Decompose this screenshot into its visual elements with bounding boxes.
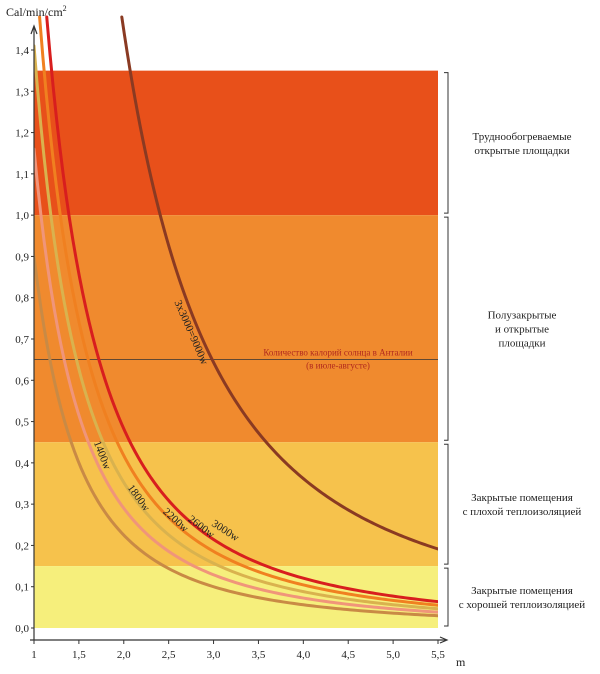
y-tick-label-3: 0,3 — [15, 499, 29, 511]
y-axis-arrow — [30, 24, 38, 35]
zone-band-0 — [34, 70, 438, 216]
curve-1800w — [34, 147, 438, 614]
zone-label-0-0: Труднообогреваемые — [473, 131, 572, 143]
x-tick-label-8: 5,0 — [386, 649, 400, 661]
zone-label-2-1: с плохой теплоизоляцией — [463, 506, 582, 518]
y-tick-label-7: 0,7 — [15, 334, 29, 346]
y-tick-label-9: 0,9 — [15, 251, 29, 263]
x-tick-label-1: 1,5 — [72, 649, 86, 661]
zone-bracket-0 — [444, 72, 449, 214]
y-tick-label-14: 1,4 — [15, 45, 29, 57]
zone-label-1-0: Полузакрытые — [488, 310, 557, 322]
zone-label-3-1: с хорошей теплоизоляцией — [459, 599, 585, 611]
y-tick-label-13: 1,3 — [15, 86, 29, 98]
x-tick-label-7: 4,5 — [341, 649, 355, 661]
y-tick-label-5: 0,5 — [15, 417, 29, 429]
zone-bracket-3 — [444, 567, 449, 627]
curve-3000w — [45, 15, 438, 604]
x-tick-label-0: 1 — [31, 649, 37, 661]
reference-line: Количество калорий солнца в Анталии (в ию… — [34, 348, 438, 371]
x-tick-label-3: 2,5 — [162, 649, 176, 661]
zone-bands — [34, 70, 438, 628]
x-tick-label-5: 3,5 — [252, 649, 266, 661]
zone-label-1-1: и открытые — [495, 324, 549, 336]
y-tick-label-0: 0,0 — [15, 623, 29, 635]
y-axis-label-sup: 2 — [63, 4, 67, 13]
y-tick-label-1: 0,1 — [15, 582, 29, 594]
reference-line-label-1: (в июле-августе) — [306, 361, 370, 371]
reference-line-label-0: Количество калорий солнца в Анталии — [263, 348, 413, 358]
zone-label-2-0: Закрытые помещения — [471, 492, 573, 504]
y-tick-label-8: 0,8 — [15, 293, 29, 305]
zone-label-0-1: открытые площадки — [474, 145, 569, 157]
y-axis-label: Cal/min/cm2 — [6, 4, 67, 19]
zone-bracket-2 — [444, 443, 449, 565]
x-tick-label-2: 2,0 — [117, 649, 131, 661]
y-tick-label-4: 0,4 — [15, 458, 29, 470]
curve-2600w — [38, 15, 438, 607]
x-tick-label-4: 3,0 — [207, 649, 221, 661]
curve-1400w — [34, 254, 438, 618]
curves — [34, 15, 438, 618]
y-tick-label-11: 1,1 — [15, 169, 29, 181]
curve-2200w — [34, 44, 438, 611]
y-tick-label-12: 1,2 — [15, 128, 29, 140]
zone-label-3-0: Закрытые помещения — [471, 585, 573, 597]
x-tick-label-9: 5,5 — [431, 649, 445, 661]
y-tick-label-6: 0,6 — [15, 375, 29, 387]
zone-label-1-2: площадки — [498, 338, 545, 350]
x-tick-label-6: 4,0 — [296, 649, 310, 661]
zone-bracket-1 — [444, 216, 449, 441]
zone-labels: Труднообогреваемые открытые площадки Полуз… — [444, 72, 585, 627]
y-tick-label-2: 0,2 — [15, 540, 29, 552]
axes: 0,0 0,1 0,2 0,3 0,4 0,5 0,6 0,7 0,8 0,9 1,0 1,1 1,2 1… — [15, 24, 449, 661]
x-axis-arrow — [439, 636, 449, 644]
curve-3x3000=9000w — [120, 15, 438, 551]
x-axis-label: m — [456, 655, 466, 669]
zone-band-1 — [34, 215, 438, 443]
y-tick-label-10: 1,0 — [15, 210, 29, 222]
